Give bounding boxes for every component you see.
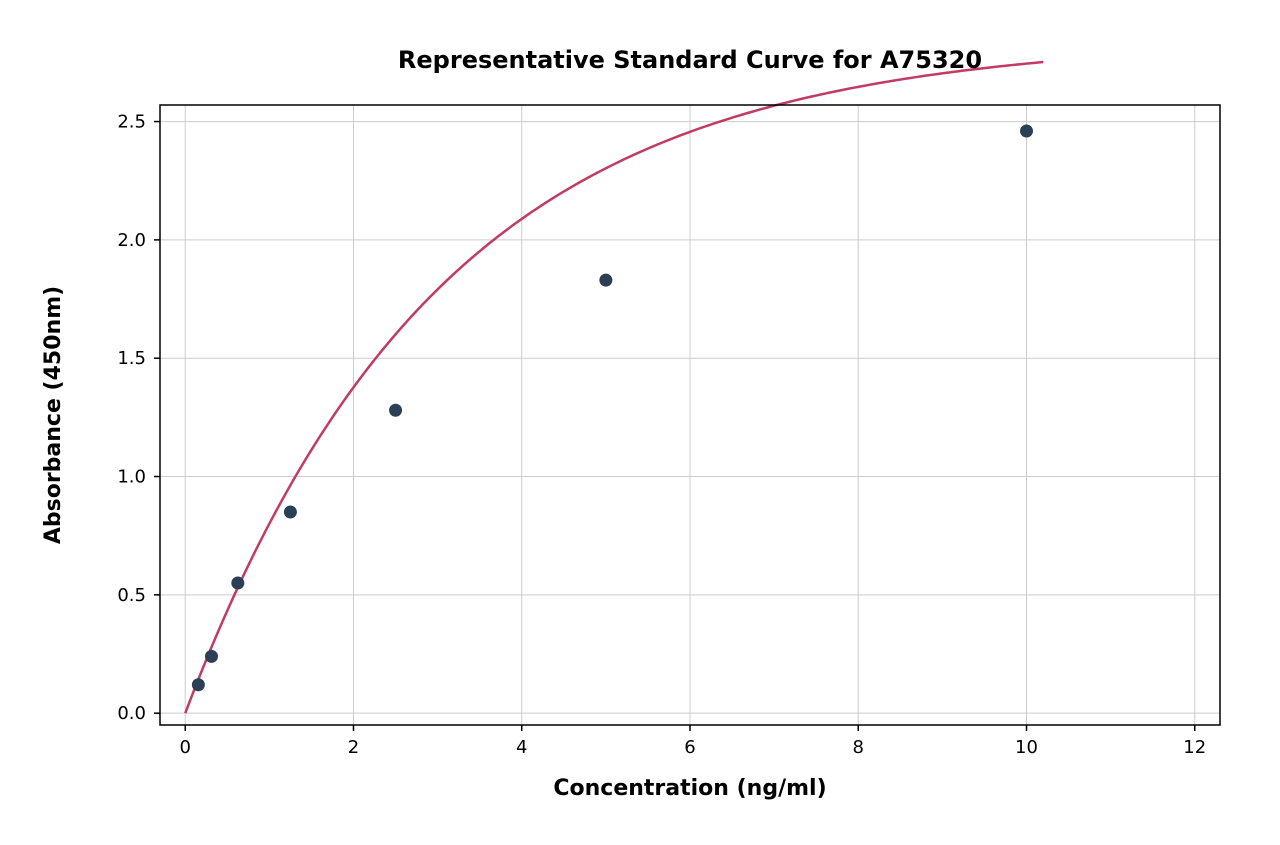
data-point: [599, 274, 612, 287]
chart-svg: 0 2 4 6 8 10 12 0.0 0.5 1.0 1.5 2.0 2.5 Representativ…: [0, 0, 1280, 845]
chart-title: Representative Standard Curve for A75320: [398, 46, 982, 74]
y-tick-label: 0.5: [117, 585, 146, 606]
x-axis-label: Concentration (ng/ml): [553, 776, 826, 801]
data-point: [284, 506, 297, 519]
data-point: [1020, 125, 1033, 138]
x-tick-label: 10: [1015, 737, 1038, 758]
y-tick-label: 2.5: [117, 112, 146, 133]
y-tick-label: 1.5: [117, 348, 146, 369]
y-tick-label: 0.0: [117, 703, 146, 724]
x-tick-label: 0: [180, 737, 191, 758]
data-point: [231, 577, 244, 590]
y-axis-label: Absorbance (450nm): [41, 286, 66, 544]
chart-container: 0 2 4 6 8 10 12 0.0 0.5 1.0 1.5 2.0 2.5 Representativ…: [0, 0, 1280, 845]
y-tick-label: 1.0: [117, 467, 146, 488]
x-tick-label: 12: [1183, 737, 1206, 758]
x-tick-label: 6: [684, 737, 695, 758]
data-point: [389, 404, 402, 417]
x-tick-label: 8: [853, 737, 864, 758]
data-point: [192, 678, 205, 691]
x-tick-label: 2: [348, 737, 359, 758]
x-tick-label: 4: [516, 737, 527, 758]
y-tick-label: 2.0: [117, 230, 146, 251]
data-point: [205, 650, 218, 663]
